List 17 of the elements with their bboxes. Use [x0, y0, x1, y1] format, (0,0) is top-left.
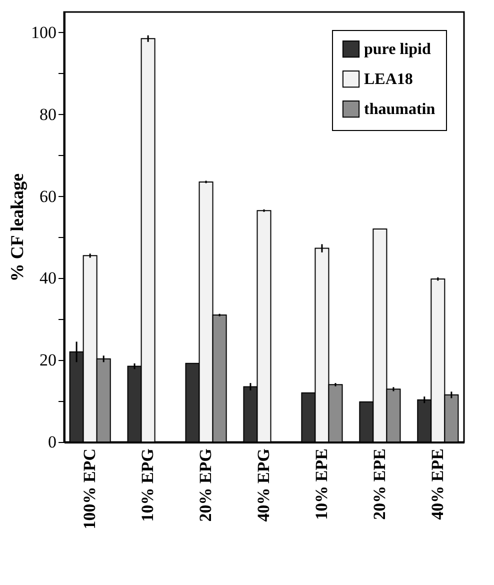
y-tick-label: 100 — [31, 22, 56, 42]
legend-label: thaumatin — [364, 101, 436, 118]
y-tick-label: 40 — [40, 268, 56, 288]
y-tick-label: 80 — [40, 104, 56, 124]
y-tick-label: 0 — [48, 432, 56, 452]
legend-label: pure lipid — [364, 41, 431, 58]
y-tick-label: 20 — [40, 350, 56, 370]
y-axis-title: % CF leakage — [7, 173, 27, 282]
x-tick-label: 40% EPE — [428, 448, 447, 520]
x-tick-label: 20% EPG — [196, 448, 216, 522]
y-tick-label: 60 — [40, 186, 56, 206]
legend-label: LEA18 — [364, 71, 413, 88]
x-tick-label: 10% EPG — [138, 448, 158, 522]
x-tick-label: 10% EPE — [312, 448, 331, 520]
x-tick-label: 100% EPC — [80, 448, 100, 530]
x-tick-label: 40% EPG — [254, 448, 273, 522]
x-tick-label: 20% EPE — [370, 448, 389, 520]
